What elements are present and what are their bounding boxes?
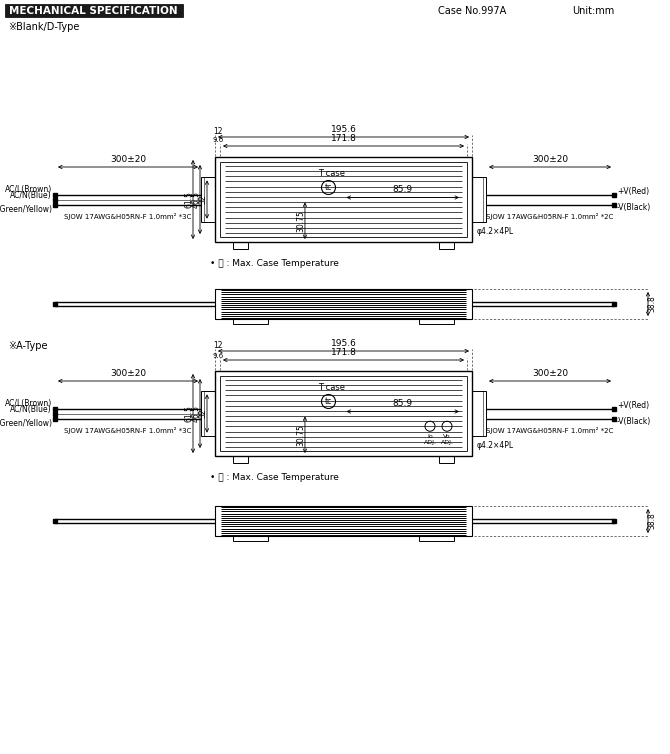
Text: 300±20: 300±20	[110, 155, 146, 164]
Text: 300±20: 300±20	[532, 369, 568, 378]
Text: FG⊕(Green/Yellow): FG⊕(Green/Yellow)	[0, 419, 52, 428]
Text: φ4.2×4PL: φ4.2×4PL	[477, 227, 514, 236]
Text: T case: T case	[318, 170, 345, 179]
Text: AC/L(Brown): AC/L(Brown)	[5, 399, 52, 408]
Text: Unit:mm: Unit:mm	[572, 6, 614, 16]
Text: 171.8: 171.8	[330, 348, 356, 357]
Text: +V(Red): +V(Red)	[617, 187, 649, 196]
Text: 12: 12	[213, 341, 222, 350]
Bar	[220, 376, 467, 451]
Bar	[233, 242, 248, 249]
Text: AC/N(Blue): AC/N(Blue)	[10, 405, 52, 414]
Text: 9.6: 9.6	[213, 353, 224, 359]
Bar	[439, 456, 454, 463]
Text: tc: tc	[325, 397, 332, 406]
Text: ※A-Type: ※A-Type	[8, 341, 48, 351]
Bar	[215, 371, 472, 456]
Text: -V(Black): -V(Black)	[617, 417, 651, 426]
Text: 30.75: 30.75	[296, 210, 306, 231]
Text: AC/N(Blue): AC/N(Blue)	[10, 191, 52, 200]
Text: 61.5: 61.5	[184, 191, 194, 208]
Text: 85.9: 85.9	[393, 399, 413, 407]
Bar	[419, 536, 454, 541]
Text: MECHANICAL SPECIFICATION: MECHANICAL SPECIFICATION	[9, 5, 178, 16]
Text: 195.6: 195.6	[330, 339, 356, 348]
Bar	[233, 319, 268, 324]
Bar	[215, 289, 472, 319]
Bar	[233, 536, 268, 541]
Text: 85.9: 85.9	[393, 185, 413, 194]
Bar	[201, 177, 215, 222]
Text: AC/L(Brown): AC/L(Brown)	[5, 185, 52, 194]
Text: 195.6: 195.6	[330, 125, 356, 134]
Text: Vo
ADJ.: Vo ADJ.	[440, 434, 454, 445]
Text: Case No.997A: Case No.997A	[438, 6, 507, 16]
Bar	[419, 319, 454, 324]
Bar	[215, 157, 472, 242]
Text: • Ⓣ : Max. Case Temperature: • Ⓣ : Max. Case Temperature	[210, 259, 339, 268]
Bar	[472, 177, 486, 222]
Text: tc: tc	[325, 183, 332, 192]
Bar	[201, 391, 215, 436]
Text: 46.5: 46.5	[192, 405, 200, 422]
Bar	[220, 162, 467, 237]
Text: 32: 32	[198, 195, 208, 204]
Text: -V(Black): -V(Black)	[617, 203, 651, 212]
Text: SJOW 17AWG&H05RN-F 1.0mm² *2C: SJOW 17AWG&H05RN-F 1.0mm² *2C	[486, 213, 614, 219]
Text: • Ⓣ : Max. Case Temperature: • Ⓣ : Max. Case Temperature	[210, 474, 339, 483]
Text: SJOW 17AWG&H05RN-F 1.0mm² *3C: SJOW 17AWG&H05RN-F 1.0mm² *3C	[64, 427, 192, 434]
Text: 38.8: 38.8	[647, 296, 657, 312]
Text: 300±20: 300±20	[532, 155, 568, 164]
Text: SJOW 17AWG&H05RN-F 1.0mm² *3C: SJOW 17AWG&H05RN-F 1.0mm² *3C	[64, 213, 192, 219]
Text: 171.8: 171.8	[330, 134, 356, 143]
Text: +V(Red): +V(Red)	[617, 401, 649, 410]
Text: FG⊕(Green/Yellow): FG⊕(Green/Yellow)	[0, 205, 52, 214]
Text: SJOW 17AWG&H05RN-F 1.0mm² *2C: SJOW 17AWG&H05RN-F 1.0mm² *2C	[486, 427, 614, 434]
Text: 9.6: 9.6	[213, 137, 224, 143]
Text: 300±20: 300±20	[110, 369, 146, 378]
Text: 61.5: 61.5	[184, 405, 194, 422]
Bar	[233, 456, 248, 463]
Text: Io
ADJ.: Io ADJ.	[423, 434, 436, 445]
Text: 30.75: 30.75	[296, 424, 306, 446]
Text: 32: 32	[198, 409, 208, 418]
Text: 38.8: 38.8	[647, 513, 657, 529]
Text: 46.5: 46.5	[192, 191, 200, 208]
Bar	[215, 506, 472, 536]
Text: 12: 12	[213, 127, 222, 136]
Bar	[439, 242, 454, 249]
Bar	[472, 391, 486, 436]
Bar	[5, 4, 183, 17]
Text: ※Blank/D-Type: ※Blank/D-Type	[8, 22, 79, 32]
Text: T case: T case	[318, 384, 345, 393]
Text: φ4.2×4PL: φ4.2×4PL	[477, 441, 514, 450]
